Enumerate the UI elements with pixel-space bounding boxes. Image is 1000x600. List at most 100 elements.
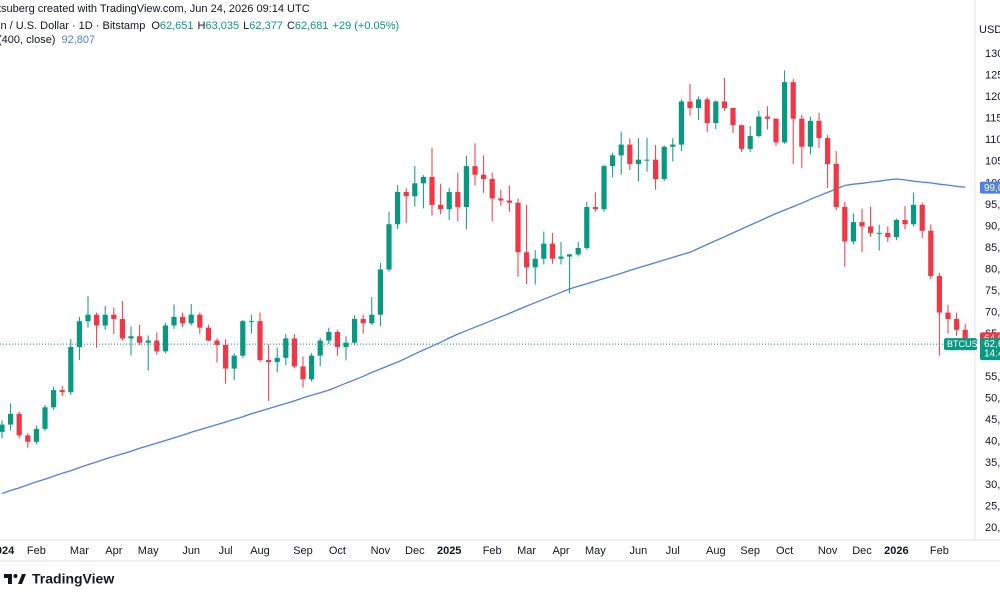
x-tick-label: Feb — [483, 545, 502, 557]
quote-key: C — [287, 20, 295, 32]
candle-body — [188, 314, 194, 324]
candle-body — [567, 254, 573, 257]
candle-body — [661, 146, 667, 180]
symbol-tag — [944, 338, 977, 351]
x-tick-label: Sep — [740, 545, 760, 557]
candle-body — [420, 176, 426, 184]
symbol-legend: in / U.S. Dollar · 1D · Bitstamp O62,651 H… — [0, 20, 399, 32]
candle-body — [739, 125, 745, 149]
candle-body — [283, 338, 289, 358]
y-tick-label: 85,000 — [985, 242, 1000, 254]
ma-label: (400, close) — [0, 34, 55, 46]
candle-body — [446, 191, 452, 210]
ma-legend: (400, close) 92,807 — [0, 34, 95, 46]
quote-key: H — [198, 20, 206, 32]
candle-body — [954, 319, 960, 330]
candle-body — [489, 179, 495, 199]
y-tick-label: 90,000 — [985, 220, 1000, 232]
candle-body — [687, 101, 693, 108]
candle-body — [455, 191, 461, 208]
x-tick-label: Apr — [105, 545, 122, 557]
candle-body — [223, 344, 229, 369]
candle-body — [51, 390, 57, 408]
candle-body — [257, 321, 263, 360]
candle-body — [205, 327, 211, 341]
candle-body — [463, 166, 469, 208]
x-tick-label: Mar — [517, 545, 536, 557]
candle-body — [601, 166, 607, 210]
candle-body — [360, 319, 366, 324]
y-tick-label: 120,000 — [985, 91, 1000, 103]
candle-body — [610, 155, 616, 167]
y-tick-label: 25,000 — [985, 500, 1000, 512]
candle-body — [515, 202, 521, 253]
quote-value: 63,035 — [206, 20, 240, 32]
candle-body — [790, 82, 796, 119]
candle-body — [618, 144, 624, 156]
candle-body — [885, 232, 891, 238]
x-tick-label: Jun — [182, 545, 200, 557]
x-tick-label: May — [138, 545, 159, 557]
candle-body — [670, 144, 676, 147]
price-tag — [980, 181, 1000, 194]
candle-body — [300, 366, 306, 380]
x-tick-label: Oct — [329, 545, 346, 557]
y-tick-label: 125,000 — [985, 70, 1000, 82]
candle-body — [137, 336, 143, 343]
candle-body — [59, 390, 65, 393]
y-tick-label: 20,000 — [985, 522, 1000, 534]
credit: tsuberg created with TradingView.com, Ju… — [0, 3, 310, 15]
candle-body — [334, 331, 340, 348]
y-tick-label: 35,000 — [985, 457, 1000, 469]
candle-body — [231, 355, 237, 369]
candle-body — [558, 256, 564, 259]
currency: USD — [979, 24, 1000, 36]
candle-body — [0, 424, 5, 432]
candle-body — [807, 120, 813, 147]
quote-key: O — [151, 20, 160, 32]
x-tick-label: Dec — [852, 545, 872, 557]
change: +29 (+0.05%) — [333, 20, 400, 32]
candle-body — [395, 191, 401, 225]
candle-body — [747, 135, 753, 149]
candle-body — [928, 230, 934, 276]
brand: TradingView — [32, 571, 114, 587]
candle-body — [678, 101, 684, 145]
candle-body — [911, 204, 917, 225]
candle-body — [33, 428, 39, 442]
candle-body — [162, 325, 168, 352]
candle-body — [868, 226, 874, 233]
x-tick-label: 2024 — [0, 545, 15, 557]
candle-body — [962, 329, 968, 345]
x-tick-label: Sep — [293, 545, 313, 557]
candle-body — [317, 340, 323, 356]
candle-body — [859, 222, 865, 227]
candle-body — [721, 101, 727, 108]
candle-body — [782, 82, 788, 143]
x-tick-label: Nov — [818, 545, 838, 557]
brand-logo — [4, 574, 26, 584]
x-tick-label: Aug — [250, 545, 270, 557]
x-tick-label: Jul — [219, 545, 233, 557]
x-tick-label: Mar — [70, 545, 89, 557]
quote-value: 62,651 — [160, 20, 194, 32]
candle-body — [627, 144, 633, 164]
x-tick-label: Jul — [666, 545, 680, 557]
candle-body — [773, 118, 779, 143]
candle-body — [876, 232, 882, 234]
candle-body — [309, 355, 315, 380]
candle-body — [592, 207, 598, 210]
candle-body — [386, 224, 392, 270]
candle-body — [481, 174, 487, 180]
y-tick-label: 40,000 — [985, 436, 1000, 448]
candle-body — [25, 435, 31, 442]
x-tick-label: Feb — [27, 545, 46, 557]
candle-body — [644, 159, 650, 161]
candle-body — [850, 222, 856, 242]
candle-body — [575, 247, 581, 255]
candle-body — [291, 338, 297, 367]
last-price-tag — [980, 338, 1000, 361]
quote-value: 62,681 — [295, 20, 329, 32]
